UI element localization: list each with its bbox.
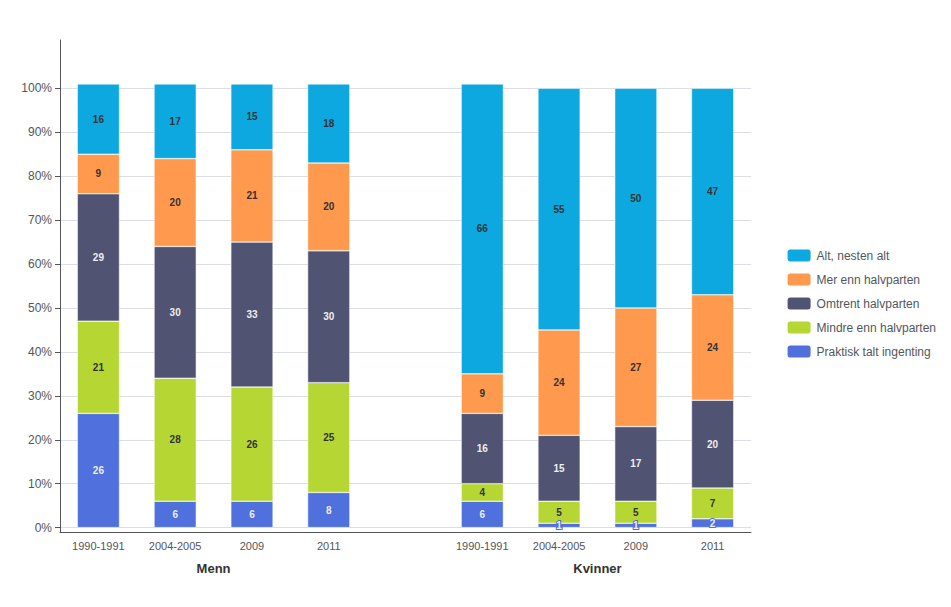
svg-text:2009: 2009 <box>624 540 648 552</box>
svg-text:5: 5 <box>633 507 639 518</box>
svg-text:9: 9 <box>96 168 102 179</box>
svg-text:18: 18 <box>323 118 335 129</box>
svg-text:8: 8 <box>326 505 332 516</box>
svg-text:15: 15 <box>246 111 258 122</box>
svg-text:66: 66 <box>477 223 489 234</box>
svg-text:21: 21 <box>93 362 105 373</box>
svg-text:2011: 2011 <box>317 540 341 552</box>
svg-text:15: 15 <box>553 463 565 474</box>
svg-text:40%: 40% <box>28 345 52 359</box>
svg-text:16: 16 <box>93 114 105 125</box>
svg-text:24: 24 <box>553 377 565 388</box>
svg-text:16: 16 <box>477 443 489 454</box>
svg-text:24: 24 <box>707 342 719 353</box>
svg-text:4: 4 <box>479 487 485 498</box>
svg-text:7: 7 <box>710 498 716 509</box>
svg-text:70%: 70% <box>28 213 52 227</box>
svg-text:30%: 30% <box>28 389 52 403</box>
svg-text:Mer enn halvparten: Mer enn halvparten <box>817 273 920 287</box>
svg-text:55: 55 <box>553 204 565 215</box>
svg-text:47: 47 <box>707 186 719 197</box>
svg-text:6: 6 <box>172 509 178 520</box>
svg-text:33: 33 <box>246 309 258 320</box>
svg-text:2004-2005: 2004-2005 <box>533 540 586 552</box>
svg-text:20: 20 <box>323 201 335 212</box>
svg-text:1990-1991: 1990-1991 <box>456 540 509 552</box>
svg-text:25: 25 <box>323 432 335 443</box>
svg-text:Menn: Menn <box>197 561 231 576</box>
svg-text:90%: 90% <box>28 125 52 139</box>
svg-text:6: 6 <box>479 509 485 520</box>
svg-text:26: 26 <box>246 439 258 450</box>
svg-text:2004-2005: 2004-2005 <box>149 540 202 552</box>
svg-text:27: 27 <box>630 362 642 373</box>
svg-text:20%: 20% <box>28 433 52 447</box>
svg-text:Omtrent halvparten: Omtrent halvparten <box>817 297 920 311</box>
svg-text:29: 29 <box>93 252 105 263</box>
svg-text:50%: 50% <box>28 301 52 315</box>
svg-text:80%: 80% <box>28 169 52 183</box>
svg-text:Kvinner: Kvinner <box>573 561 621 576</box>
svg-text:Praktisk talt ingenting: Praktisk talt ingenting <box>817 345 931 359</box>
svg-text:1990-1991: 1990-1991 <box>72 540 125 552</box>
svg-text:30: 30 <box>323 311 335 322</box>
svg-text:6: 6 <box>249 509 255 520</box>
svg-text:60%: 60% <box>28 257 52 271</box>
svg-text:20: 20 <box>170 197 182 208</box>
svg-text:0%: 0% <box>35 521 53 535</box>
svg-text:10%: 10% <box>28 477 52 491</box>
svg-text:28: 28 <box>170 434 182 445</box>
svg-text:17: 17 <box>630 458 642 469</box>
svg-text:5: 5 <box>556 507 562 518</box>
svg-text:1: 1 <box>633 520 639 531</box>
svg-text:20: 20 <box>707 439 719 450</box>
svg-text:Mindre enn halvparten: Mindre enn halvparten <box>817 321 936 335</box>
svg-text:100%: 100% <box>21 81 52 95</box>
svg-text:50: 50 <box>630 193 642 204</box>
svg-text:17: 17 <box>170 116 182 127</box>
svg-text:2011: 2011 <box>701 540 725 552</box>
svg-text:30: 30 <box>170 307 182 318</box>
svg-text:2: 2 <box>710 518 716 529</box>
svg-text:21: 21 <box>246 190 258 201</box>
svg-text:Alt, nesten alt: Alt, nesten alt <box>817 249 890 263</box>
svg-text:2009: 2009 <box>240 540 264 552</box>
svg-text:9: 9 <box>479 388 485 399</box>
svg-text:1: 1 <box>556 520 562 531</box>
svg-text:26: 26 <box>93 465 105 476</box>
